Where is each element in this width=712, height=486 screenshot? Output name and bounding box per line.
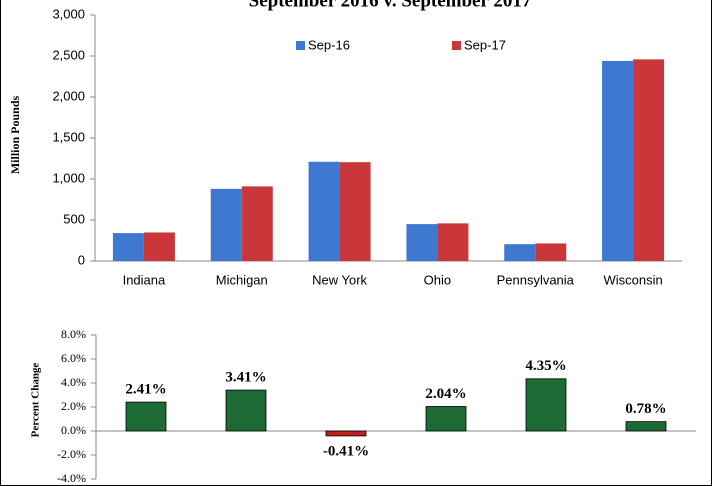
bar: [339, 162, 371, 261]
data-label: 3.41%: [225, 370, 266, 386]
y-axis-label: Million Pounds: [8, 95, 22, 174]
legend-label: Sep-17: [464, 37, 506, 52]
y-tick-label: 1,500: [52, 129, 85, 144]
y-tick-label: 2,500: [52, 47, 85, 62]
y-tick-label: 1,000: [52, 170, 85, 185]
bar: [633, 59, 665, 261]
y-tick-label: 4.0%: [61, 375, 86, 389]
x-tick-label: Pennsylvania: [497, 272, 575, 287]
bar: [241, 186, 273, 261]
x-tick-label: Ohio: [424, 272, 451, 287]
bar: [210, 188, 242, 261]
bar: [625, 421, 667, 432]
y-tick-label: 0: [78, 252, 85, 267]
x-tick-label: New York: [312, 272, 367, 287]
y-tick-label: 3,000: [52, 6, 85, 21]
legend-label: Sep-16: [308, 37, 350, 52]
bar: [525, 378, 567, 432]
bar: [535, 243, 567, 261]
legend-swatch: [452, 41, 461, 50]
y-tick-label: 2.0%: [61, 399, 86, 413]
data-label: -0.41%: [323, 443, 369, 459]
y-tick-label: 6.0%: [61, 351, 86, 365]
y-tick-label: 500: [63, 211, 85, 226]
bar: [602, 60, 634, 261]
y-tick-label: -4.0%: [57, 471, 86, 485]
bar: [125, 401, 167, 432]
bar: [112, 233, 144, 261]
data-label: 4.35%: [525, 358, 566, 374]
bar: [425, 406, 467, 432]
data-label: 2.41%: [125, 382, 166, 398]
bar: [143, 232, 175, 261]
y-tick-label: 0.0%: [61, 423, 86, 437]
bar: [325, 430, 367, 437]
x-tick-label: Indiana: [123, 272, 166, 287]
bar: [225, 389, 267, 432]
x-tick-label: Wisconsin: [603, 272, 662, 287]
bar: [504, 244, 536, 261]
bar: [308, 161, 340, 261]
bar: [406, 224, 438, 261]
chart-title: September 2016 v. September 2017: [249, 0, 532, 11]
y-axis-label: Percent Change: [30, 363, 42, 438]
y-tick-label: -2.0%: [57, 447, 86, 461]
data-label: 2.04%: [425, 386, 466, 402]
y-tick-label: 2,000: [52, 88, 85, 103]
data-label: 0.78%: [625, 401, 666, 417]
legend-swatch: [296, 41, 305, 50]
x-tick-label: Michigan: [216, 272, 268, 287]
y-tick-label: 8.0%: [61, 327, 86, 341]
bar: [437, 223, 469, 261]
